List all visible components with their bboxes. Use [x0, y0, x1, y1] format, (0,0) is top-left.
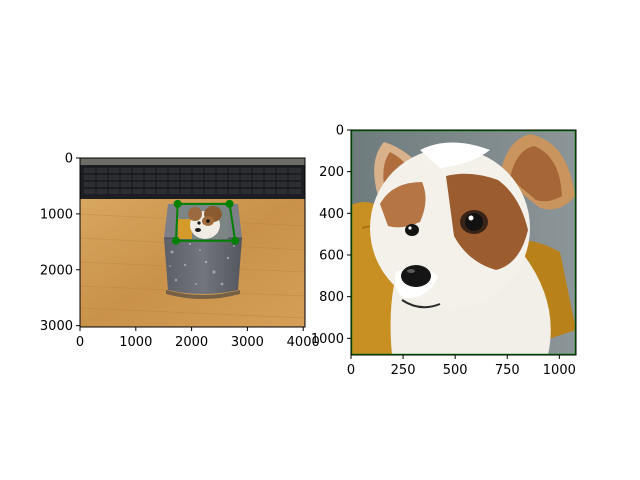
overlay-markers [171, 199, 240, 245]
overlay-corner-marker [231, 236, 240, 245]
overlay-corner-marker [225, 199, 234, 208]
overlay-corner-marker [173, 199, 182, 208]
y-tick-label: 2000 [40, 263, 73, 278]
right-photo [351, 130, 576, 355]
y-tick-label: 200 [319, 165, 344, 180]
overlay-quad [171, 199, 240, 245]
y-tick-label: 3000 [40, 319, 73, 334]
x-tick-label: 0 [76, 335, 84, 350]
right-axes-frame [350, 129, 577, 356]
left-ticks: 0 1000 2000 3000 4000 0 1000 2000 3000 [40, 152, 320, 351]
x-tick-label: 1000 [119, 335, 152, 350]
left-axes: 0 1000 2000 3000 4000 0 1000 2000 3000 [40, 152, 320, 351]
x-tick-label: 2000 [175, 335, 208, 350]
left-photo [80, 158, 305, 327]
y-tick-label: 0 [336, 124, 344, 139]
small-dog-image [178, 205, 228, 239]
x-tick-label: 1000 [543, 363, 576, 378]
right-ticks: 0 250 500 750 1000 0 200 400 600 800 1000 [311, 124, 576, 379]
dog-image [370, 134, 575, 355]
y-tick-label: 1000 [40, 207, 73, 222]
y-tick-label: 1000 [311, 332, 344, 347]
overlay-corner-marker [171, 236, 180, 245]
x-tick-label: 3000 [231, 335, 264, 350]
x-tick-label: 4000 [287, 335, 320, 350]
keyboard-image [80, 165, 305, 199]
y-tick-label: 600 [319, 249, 344, 264]
y-tick-label: 400 [319, 207, 344, 222]
right-axes: 0 250 500 750 1000 0 200 400 600 800 1000 [311, 124, 577, 379]
x-tick-label: 0 [347, 363, 355, 378]
x-tick-label: 750 [495, 363, 520, 378]
y-tick-label: 800 [319, 290, 344, 305]
left-axes-frame [79, 157, 306, 328]
x-tick-label: 250 [391, 363, 416, 378]
y-tick-label: 0 [65, 152, 73, 167]
x-tick-label: 500 [443, 363, 468, 378]
